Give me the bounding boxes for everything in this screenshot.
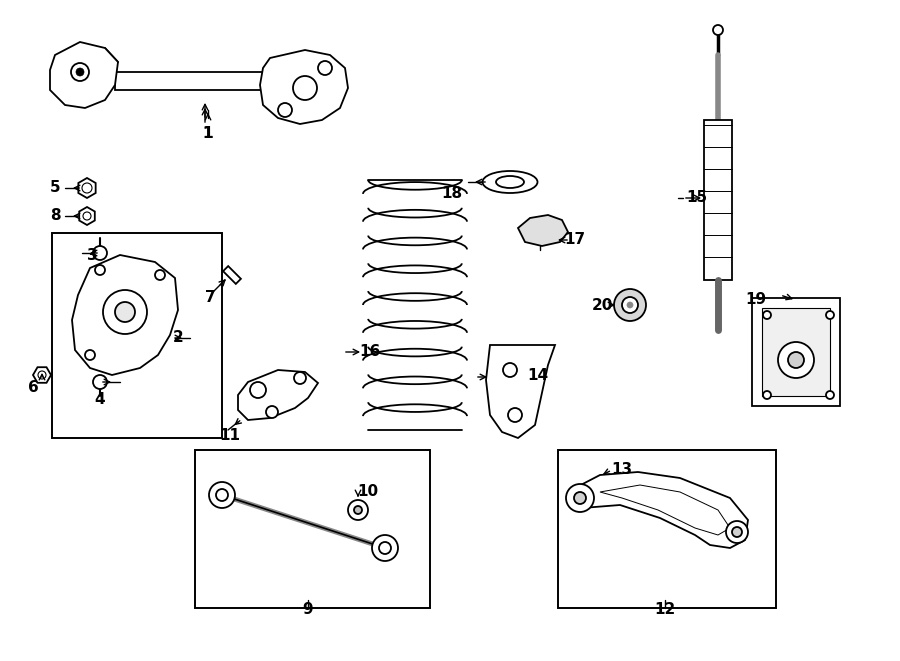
- Circle shape: [503, 363, 517, 377]
- Text: 14: 14: [527, 368, 549, 383]
- Circle shape: [826, 391, 834, 399]
- Circle shape: [574, 492, 586, 504]
- Polygon shape: [486, 345, 555, 438]
- Bar: [115, 72, 270, 90]
- Text: 8: 8: [50, 208, 60, 223]
- Circle shape: [115, 302, 135, 322]
- Polygon shape: [238, 370, 318, 420]
- Circle shape: [372, 535, 398, 561]
- Circle shape: [103, 290, 147, 334]
- Circle shape: [379, 542, 391, 554]
- Text: 2: 2: [173, 330, 184, 346]
- Circle shape: [83, 212, 91, 220]
- Text: 9: 9: [302, 602, 313, 617]
- Bar: [752, 298, 840, 406]
- Text: 18: 18: [441, 186, 463, 200]
- Bar: [558, 450, 776, 608]
- Circle shape: [826, 311, 834, 319]
- Circle shape: [713, 25, 723, 35]
- Ellipse shape: [496, 176, 524, 188]
- Bar: [704, 120, 732, 280]
- Circle shape: [726, 521, 748, 543]
- Circle shape: [348, 500, 368, 520]
- Ellipse shape: [482, 171, 537, 193]
- Circle shape: [93, 246, 107, 260]
- Circle shape: [38, 371, 46, 379]
- Circle shape: [250, 382, 266, 398]
- Circle shape: [71, 63, 89, 81]
- Circle shape: [278, 103, 292, 117]
- Circle shape: [155, 270, 165, 280]
- Polygon shape: [575, 472, 748, 548]
- Text: 20: 20: [591, 297, 613, 313]
- Circle shape: [294, 372, 306, 384]
- Circle shape: [763, 311, 771, 319]
- Polygon shape: [50, 42, 118, 108]
- Text: 13: 13: [611, 463, 633, 477]
- Text: 6: 6: [28, 381, 39, 395]
- Polygon shape: [223, 266, 241, 284]
- Circle shape: [788, 352, 804, 368]
- Circle shape: [93, 375, 107, 389]
- Text: 7: 7: [204, 290, 215, 305]
- Circle shape: [622, 297, 638, 313]
- Circle shape: [216, 489, 228, 501]
- Text: 12: 12: [654, 602, 676, 617]
- Text: 10: 10: [357, 485, 379, 500]
- Text: 11: 11: [220, 428, 240, 442]
- Polygon shape: [260, 50, 348, 124]
- Text: 1: 1: [202, 126, 213, 141]
- Circle shape: [76, 68, 84, 76]
- Bar: [762, 308, 830, 396]
- Circle shape: [209, 482, 235, 508]
- Text: 3: 3: [86, 247, 97, 262]
- Circle shape: [85, 350, 95, 360]
- Circle shape: [95, 265, 105, 275]
- Circle shape: [82, 183, 92, 193]
- Bar: [195, 450, 430, 608]
- Circle shape: [627, 302, 633, 308]
- Text: 4: 4: [94, 393, 105, 407]
- Polygon shape: [600, 485, 730, 535]
- Circle shape: [266, 406, 278, 418]
- Circle shape: [614, 289, 646, 321]
- Circle shape: [354, 506, 362, 514]
- Text: 19: 19: [745, 293, 767, 307]
- Text: 1: 1: [202, 126, 213, 141]
- Circle shape: [763, 391, 771, 399]
- Text: 17: 17: [564, 233, 586, 247]
- Circle shape: [732, 527, 742, 537]
- Circle shape: [508, 408, 522, 422]
- Polygon shape: [72, 255, 178, 375]
- Text: 15: 15: [687, 190, 707, 206]
- Bar: [52, 233, 222, 438]
- Circle shape: [566, 484, 594, 512]
- Text: 5: 5: [50, 180, 60, 196]
- Polygon shape: [518, 215, 568, 246]
- Text: 16: 16: [359, 344, 381, 360]
- Circle shape: [318, 61, 332, 75]
- Circle shape: [293, 76, 317, 100]
- Circle shape: [778, 342, 814, 378]
